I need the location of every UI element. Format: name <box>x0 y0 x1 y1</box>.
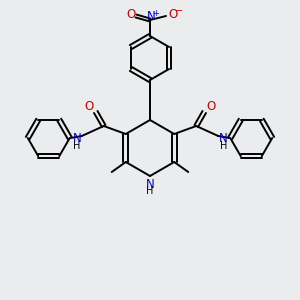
Text: O: O <box>168 8 178 20</box>
Text: N: N <box>146 178 154 190</box>
Text: N: N <box>72 133 81 146</box>
Text: H: H <box>220 141 227 151</box>
Text: N: N <box>147 11 155 23</box>
Text: N: N <box>219 133 228 146</box>
Text: +: + <box>153 10 159 19</box>
Text: H: H <box>73 141 80 151</box>
Text: H: H <box>146 185 154 196</box>
Text: O: O <box>207 100 216 113</box>
Text: O: O <box>84 100 93 113</box>
Text: O: O <box>126 8 136 20</box>
Text: −: − <box>175 6 183 16</box>
